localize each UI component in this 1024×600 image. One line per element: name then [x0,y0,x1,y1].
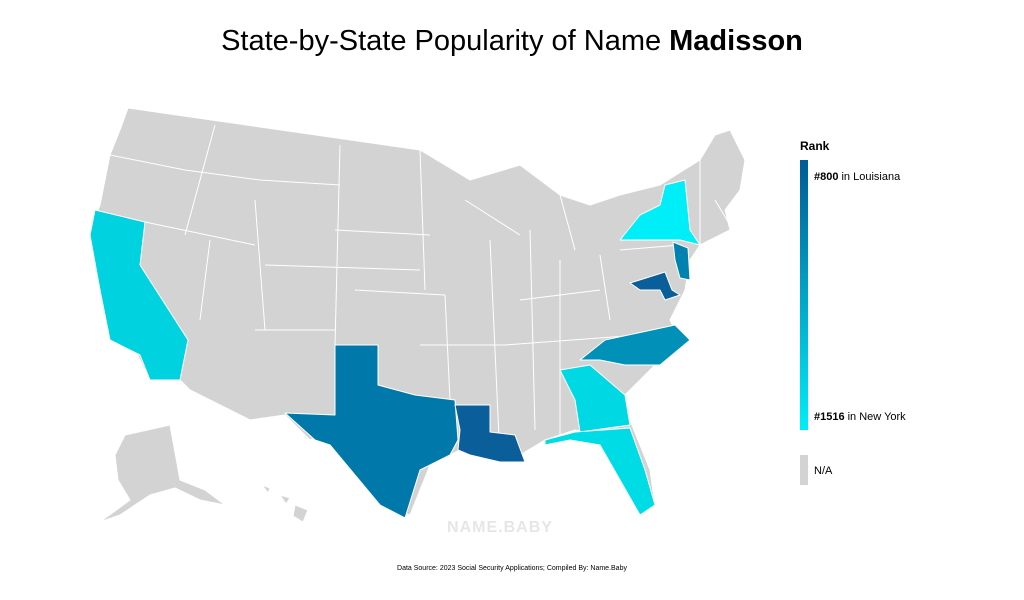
source-note: Data Source: 2023 Social Security Applic… [397,565,627,572]
legend-na: N/A [814,465,833,477]
legend-bottom: #1516 in New York [814,411,906,423]
state-shape [89,209,189,381]
legend-top: #800 in Louisiana [814,171,901,183]
title: State-by-State Popularity of Name Madisso… [221,25,803,57]
legend: Rank #800 in Louisiana #1516 in New York N… [800,139,906,485]
legend-bottom-state: in New York [848,411,907,423]
state-shape [454,404,526,463]
legend-top-rank: #800 [814,171,838,183]
legend-gradient [800,160,808,430]
title-prefix: State-by-State Popularity of Name [221,25,661,57]
state-shape [284,344,459,519]
alaska [99,424,226,523]
state-shape [672,241,691,281]
legend-title: Rank [800,139,830,153]
state-shape [629,271,681,301]
state-shape [544,427,656,516]
legend-top-state: in Louisiana [841,171,901,183]
title-name: Madisson [669,25,803,57]
legend-bottom-rank: #1516 [814,411,845,423]
legend-na-swatch [800,455,808,485]
us-map [89,107,746,523]
state-shape [579,324,691,366]
state-borders [109,124,731,461]
watermark: NAME.BABY [447,519,553,536]
state-shape [559,364,631,433]
hawaii [261,484,309,523]
state-shape [619,179,701,246]
